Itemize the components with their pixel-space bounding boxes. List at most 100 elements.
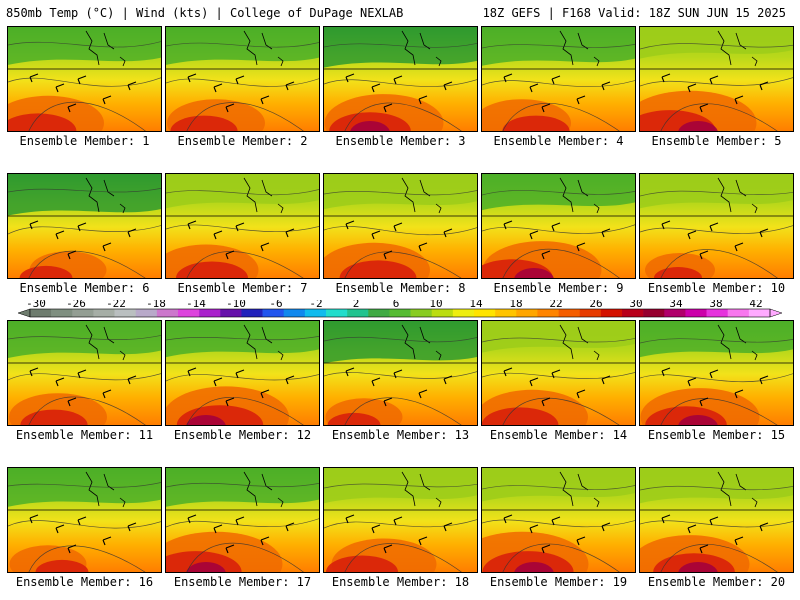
temperature-map <box>324 321 477 425</box>
temperature-map <box>640 468 793 572</box>
ensemble-map-panel <box>7 26 162 132</box>
chart-title: 850mb Temp (°C) | Wind (kts) | College o… <box>6 6 404 20</box>
colorbar-tick-label: 26 <box>589 300 602 310</box>
colorbar-swatch <box>114 309 137 317</box>
colorbar-swatch <box>93 309 115 317</box>
ensemble-map-panel <box>165 173 320 279</box>
colorbar-swatch <box>326 309 348 317</box>
colorbar-tick-label: -22 <box>106 300 126 310</box>
temperature-map <box>166 174 319 278</box>
panel-label: Ensemble Member: 4 <box>493 134 624 148</box>
colorbar-swatch <box>347 309 369 317</box>
colorbar-swatch <box>643 309 665 317</box>
ensemble-map-panel <box>481 173 636 279</box>
panel-label: Ensemble Member: 17 <box>173 575 312 589</box>
ensemble-map-panel <box>323 26 478 132</box>
temperature-map <box>8 27 161 131</box>
panel-label: Ensemble Member: 13 <box>331 428 470 442</box>
colorbar-swatch <box>558 309 581 317</box>
temperature-map <box>8 321 161 425</box>
panel-label: Ensemble Member: 12 <box>173 428 312 442</box>
colorbar-swatch <box>706 309 729 317</box>
temperature-map <box>640 321 793 425</box>
temperature-map <box>482 321 635 425</box>
temperature-map <box>324 468 477 572</box>
panel-label: Ensemble Member: 16 <box>15 575 154 589</box>
colorbar-swatch <box>431 309 454 317</box>
colorbar-swatch <box>537 309 559 317</box>
temperature-map <box>8 468 161 572</box>
colorbar-swatch <box>622 309 644 317</box>
panel-label: Ensemble Member: 7 <box>177 281 308 295</box>
colorbar-swatch <box>156 309 179 317</box>
colorbar-swatch <box>30 309 52 317</box>
temperature-map <box>482 27 635 131</box>
colorbar-swatch <box>51 309 73 317</box>
colorbar-swatch <box>199 309 221 317</box>
panel-label: Ensemble Member: 19 <box>489 575 628 589</box>
panel-label: Ensemble Member: 5 <box>651 134 782 148</box>
temperature-map <box>640 27 793 131</box>
colorbar-swatch <box>685 309 707 317</box>
ensemble-map-panel <box>323 173 478 279</box>
temperature-map <box>640 174 793 278</box>
ensemble-map-panel <box>639 26 794 132</box>
colorbar-swatch <box>516 309 538 317</box>
temperature-map <box>166 468 319 572</box>
temperature-colorbar: -30 -26 -22 -18 -14 -10 -6 -2 2 6 10 14 18 22 26 30 34 38… <box>17 300 783 318</box>
colorbar-tick-label: -30 <box>26 300 46 310</box>
panel-label: Ensemble Member: 14 <box>489 428 628 442</box>
colorbar-swatch <box>72 309 94 317</box>
colorbar-swatch <box>220 309 242 317</box>
panel-label: Ensemble Member: 11 <box>15 428 154 442</box>
run-valid-time: 18Z GEFS | F168 Valid: 18Z SUN JUN 15 20… <box>482 6 786 20</box>
colorbar-swatch <box>389 309 411 317</box>
colorbar-swatch <box>283 309 306 317</box>
colorbar-tick-label: 18 <box>509 300 522 310</box>
panel-label: Ensemble Member: 6 <box>19 281 150 295</box>
panel-label: Ensemble Member: 20 <box>647 575 786 589</box>
ensemble-map-panel <box>323 467 478 573</box>
temperature-map <box>482 468 635 572</box>
ensemble-map-panel <box>639 320 794 426</box>
colorbar-swatch <box>579 309 602 317</box>
panel-label: Ensemble Member: 10 <box>647 281 786 295</box>
ensemble-map-panel <box>639 173 794 279</box>
ensemble-map-panel <box>639 467 794 573</box>
temperature-map <box>166 321 319 425</box>
panel-label: Ensemble Member: 18 <box>331 575 470 589</box>
colorbar-swatch <box>410 309 433 317</box>
temperature-map <box>8 174 161 278</box>
panel-label: Ensemble Member: 3 <box>335 134 466 148</box>
colorbar-swatch <box>474 309 496 317</box>
temperature-map <box>166 27 319 131</box>
colorbar-tick-label: -6 <box>269 300 282 310</box>
colorbar-tick-label: -2 <box>309 300 322 310</box>
colorbar-tick-label: 10 <box>429 300 442 310</box>
colorbar-tick-label: 2 <box>353 300 360 310</box>
panel-label: Ensemble Member: 15 <box>647 428 786 442</box>
colorbar-tick-label: -26 <box>66 300 86 310</box>
colorbar-swatch <box>241 309 263 317</box>
colorbar-tick-label: 38 <box>709 300 722 310</box>
ensemble-map-panel <box>7 320 162 426</box>
colorbar-swatch <box>452 309 475 317</box>
ensemble-map-panel <box>165 467 320 573</box>
ensemble-map-panel <box>323 320 478 426</box>
colorbar-swatch <box>178 309 200 317</box>
colorbar-swatch <box>304 309 327 317</box>
panel-label: Ensemble Member: 2 <box>177 134 308 148</box>
colorbar-tick-label: -10 <box>226 300 246 310</box>
ensemble-map-panel <box>481 26 636 132</box>
colorbar-swatch <box>600 309 623 317</box>
ensemble-map-panel <box>481 320 636 426</box>
colorbar-swatch <box>262 309 285 317</box>
colorbar-tick-label: -14 <box>186 300 206 310</box>
panel-label: Ensemble Member: 8 <box>335 281 466 295</box>
ensemble-map-panel <box>7 467 162 573</box>
colorbar-tick-label: 42 <box>749 300 762 310</box>
colorbar-tick-label: -18 <box>146 300 166 310</box>
colorbar-swatch <box>495 309 517 317</box>
ensemble-map-panel <box>481 467 636 573</box>
colorbar-tick-label: 6 <box>393 300 400 310</box>
